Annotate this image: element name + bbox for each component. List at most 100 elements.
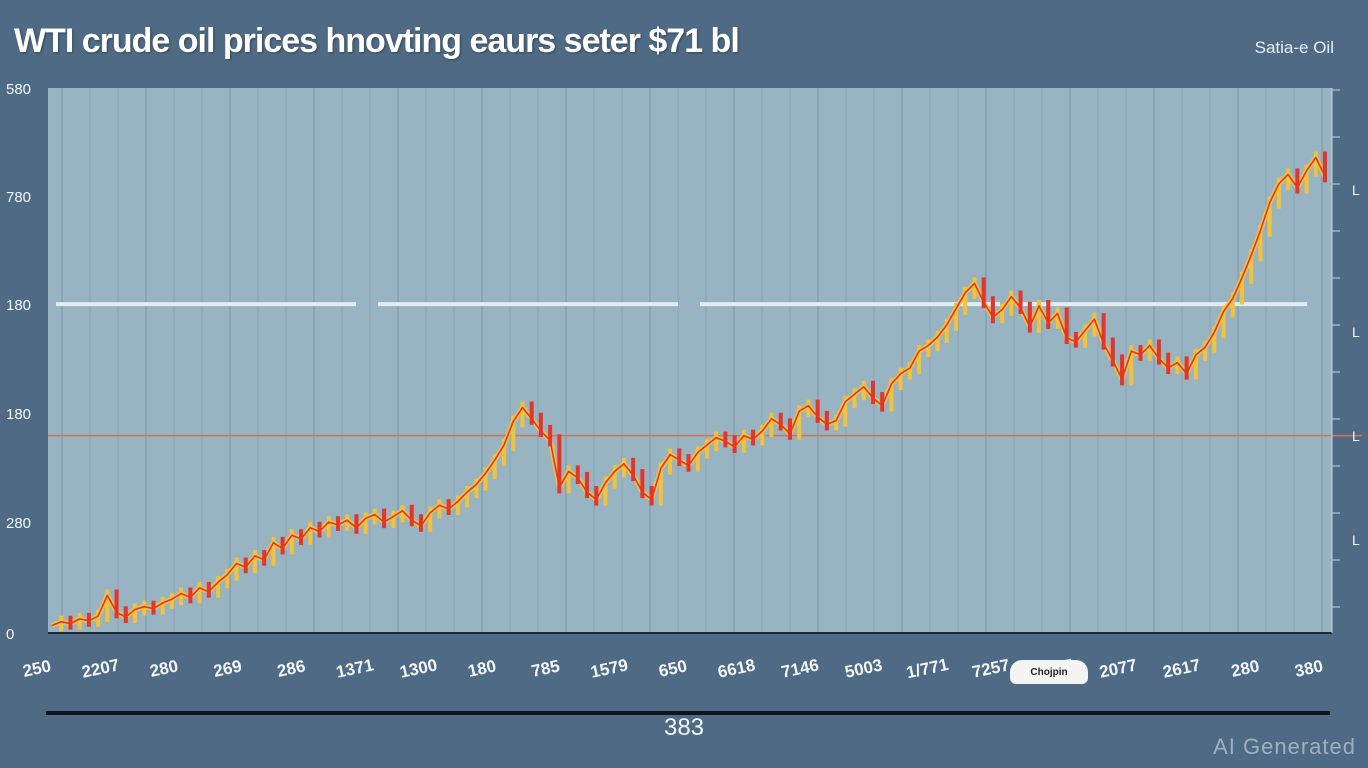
price-candle xyxy=(1037,300,1042,333)
price-candle xyxy=(520,401,525,428)
price-candle xyxy=(889,377,894,412)
price-candle xyxy=(1092,313,1097,337)
source-label: Satia-e Oil xyxy=(1254,38,1334,57)
price-candle xyxy=(917,345,922,375)
x-axis-title: 383 xyxy=(663,714,705,741)
price-candle xyxy=(594,486,599,506)
price-candle xyxy=(363,512,368,534)
price-candle xyxy=(391,510,396,529)
y-tick-label: 280 xyxy=(6,515,31,532)
price-candle xyxy=(1101,313,1106,350)
price-candle xyxy=(926,339,931,358)
price-candle xyxy=(963,286,968,315)
price-candle xyxy=(252,549,257,574)
price-candle xyxy=(400,504,405,523)
price-candle xyxy=(114,589,119,619)
price-candle xyxy=(815,399,820,423)
price-candle xyxy=(96,610,101,627)
price-candle xyxy=(548,424,553,447)
price-candle xyxy=(1175,356,1180,375)
price-candle xyxy=(787,418,792,440)
price-candle xyxy=(225,568,230,589)
price-candle xyxy=(271,536,276,566)
price-candle xyxy=(382,508,387,529)
price-candle xyxy=(1166,352,1171,375)
price-candle xyxy=(197,581,202,604)
price-candle xyxy=(769,412,774,437)
price-candle xyxy=(1313,151,1318,177)
price-candle xyxy=(1184,356,1189,380)
price-candle xyxy=(861,380,866,401)
price-candle xyxy=(668,448,673,475)
price-candle xyxy=(437,499,442,519)
price-candle xyxy=(824,410,829,431)
x-tick-label: 6618 xyxy=(716,655,757,681)
price-candle xyxy=(308,521,313,546)
price-candle xyxy=(880,392,885,412)
price-candle xyxy=(216,576,221,598)
price-candle xyxy=(677,448,682,467)
right-tick-label: L xyxy=(1352,532,1360,548)
price-candle xyxy=(843,395,848,427)
price-candle xyxy=(1000,303,1005,324)
price-candle xyxy=(806,399,811,418)
price-candle xyxy=(1147,339,1152,361)
x-tick-label: 280 xyxy=(1229,656,1261,680)
price-candle xyxy=(704,439,709,459)
price-candle xyxy=(105,589,110,623)
price-candle xyxy=(760,424,765,446)
x-tick-label: 1300 xyxy=(398,655,439,681)
price-candle xyxy=(621,457,626,478)
price-candle xyxy=(142,600,147,616)
price-candle xyxy=(492,454,497,480)
price-candle xyxy=(714,431,719,452)
x-tick-label: 5003 xyxy=(843,655,884,681)
price-candle xyxy=(1267,196,1272,237)
price-candle xyxy=(1258,224,1263,262)
x-tick-label: 2077 xyxy=(1098,655,1139,681)
publisher-logo: Chojpin xyxy=(1010,660,1088,684)
price-candle xyxy=(898,367,903,390)
price-candle xyxy=(944,318,949,344)
price-candle xyxy=(631,457,636,482)
right-tick-label: L xyxy=(1352,324,1360,340)
price-candle xyxy=(1156,339,1161,365)
price-candle xyxy=(446,499,451,515)
price-candle xyxy=(1212,326,1217,354)
price-candle xyxy=(538,412,543,437)
y-tick-label: 0 xyxy=(6,626,14,643)
price-candle xyxy=(280,536,285,555)
price-candle xyxy=(483,467,488,491)
x-tick-label: 180 xyxy=(466,656,498,680)
price-candle xyxy=(612,465,617,489)
price-candle xyxy=(741,429,746,453)
x-tick-label: 380 xyxy=(1293,656,1325,680)
price-candle xyxy=(123,606,128,624)
price-candle xyxy=(1046,300,1051,329)
price-candle xyxy=(870,380,875,405)
right-tick-label: L xyxy=(1352,428,1360,444)
reference-lines xyxy=(48,302,1362,437)
price-series xyxy=(51,151,1328,632)
y-tick-label: 180 xyxy=(6,297,31,314)
price-candle xyxy=(465,486,470,508)
x-tick-label: 1579 xyxy=(589,655,630,681)
x-tick-label: 269 xyxy=(212,656,244,680)
price-candle xyxy=(751,429,756,446)
price-candle xyxy=(262,549,267,566)
price-candle xyxy=(935,331,940,352)
price-candle xyxy=(1295,168,1300,194)
price-candle xyxy=(658,462,663,506)
price-candle xyxy=(409,504,414,527)
right-axis-ticks: L L L L xyxy=(1332,89,1360,608)
price-candle xyxy=(954,302,959,331)
price-candle xyxy=(289,529,294,555)
price-candle xyxy=(778,412,783,431)
price-candle xyxy=(732,435,737,453)
price-candle xyxy=(557,434,562,494)
price-candle xyxy=(354,514,359,534)
price-candle xyxy=(68,615,73,630)
price-candle xyxy=(1193,348,1198,380)
x-tick-label: 785 xyxy=(530,656,562,680)
price-candle xyxy=(723,431,728,448)
